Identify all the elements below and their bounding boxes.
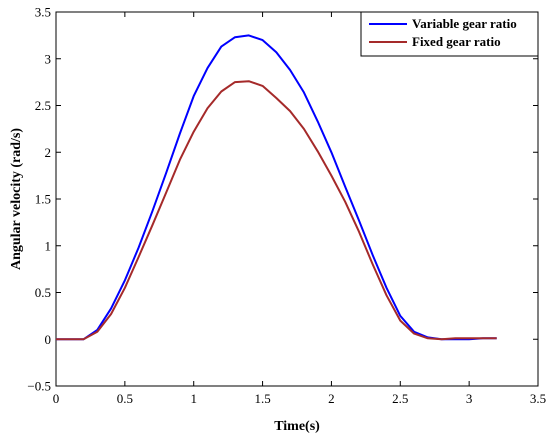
x-tick-label: 2.5 — [392, 391, 408, 406]
y-tick-label: −0.5 — [27, 379, 51, 394]
x-tick-label: 1 — [190, 391, 197, 406]
y-tick-label: 0 — [45, 332, 52, 347]
y-tick-label: 2.5 — [35, 98, 51, 113]
legend-label-fixed: Fixed gear ratio — [412, 34, 501, 49]
x-axis-title: Time(s) — [274, 419, 320, 434]
y-tick-label: 3.5 — [35, 5, 51, 20]
axis-ticks: 0 0.5 1 1.5 2 2.5 3 3.5−0.500.511.522.533.5 — [27, 5, 546, 407]
x-tick-label: 2 — [328, 391, 335, 406]
y-tick-label: 1 — [45, 238, 52, 253]
y-axis-title: Angular velocity (rad/s) — [9, 128, 24, 270]
y-tick-label: 3 — [45, 51, 52, 66]
y-tick-label: 0.5 — [35, 285, 51, 300]
x-tick-label: 3 — [466, 391, 473, 406]
y-tick-label: 1.5 — [35, 192, 51, 207]
series-line-fixed-gear-ratio — [56, 80, 497, 341]
legend: Variable gear ratio Fixed gear ratio — [360, 11, 539, 57]
x-tick-label: 0 — [53, 391, 60, 406]
legend-box — [360, 11, 539, 57]
series-line-variable-gear-ratio — [56, 34, 497, 341]
series-lines — [56, 34, 497, 341]
x-tick-label: 3.5 — [530, 391, 546, 406]
x-tick-label: 0.5 — [117, 391, 133, 406]
x-tick-label: 1.5 — [254, 391, 270, 406]
plot-area — [55, 11, 539, 387]
y-tick-label: 2 — [45, 145, 52, 160]
legend-label-variable: Variable gear ratio — [412, 16, 517, 31]
